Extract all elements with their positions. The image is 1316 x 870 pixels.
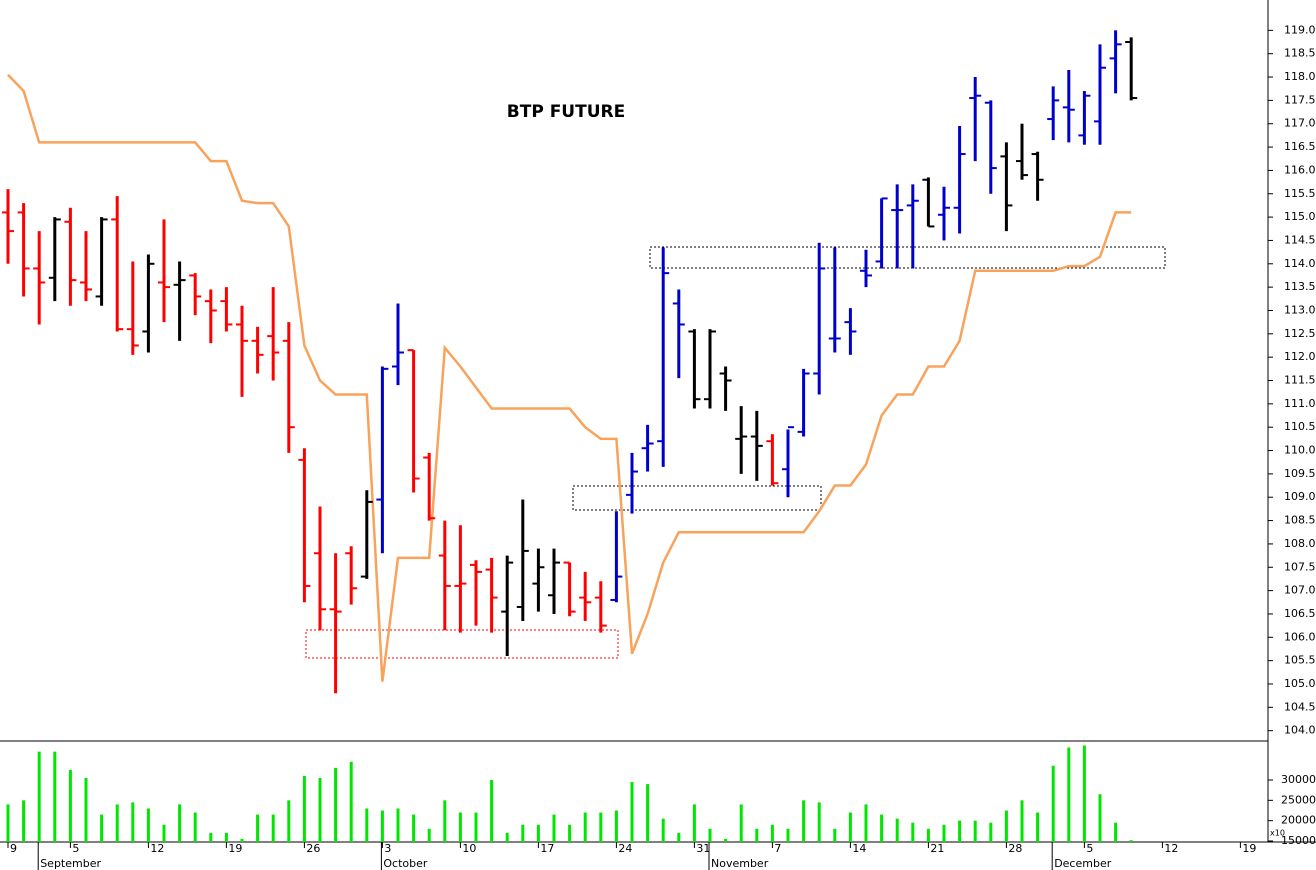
y-tick-label: 106.0 [1284,630,1316,643]
y-tick-label: 114.0 [1284,257,1316,270]
y-tick-label: 105.0 [1284,677,1316,690]
y-tick-label: 113.0 [1284,303,1316,316]
y-tick-label: 109.0 [1284,490,1316,503]
chart-title: BTP FUTURE [507,102,625,122]
x-tick-label: 5 [72,842,79,855]
y-tick-label: 116.5 [1284,140,1316,153]
x-tick-label: 10 [462,842,476,855]
gap-box [572,485,822,511]
y-tick-label: 111.0 [1284,397,1316,410]
x-tick-label: 17 [540,842,554,855]
y-tick-label: 104.0 [1284,724,1316,737]
y-tick-label: 118.0 [1284,70,1316,83]
x-tick-label: 7 [774,842,781,855]
x-tick-label: 19 [1242,842,1256,855]
y-tick-label: 119.0 [1284,23,1316,36]
x-tick-label: 19 [228,842,242,855]
y-tick-label: 25000 [1281,793,1316,806]
y-tick-label: 111.5 [1284,374,1316,387]
y-tick-label: 113.5 [1284,280,1316,293]
x-tick-label: 3 [384,842,391,855]
y-tick-label: 108.0 [1284,537,1316,550]
x-tick-label: 21 [930,842,944,855]
y-tick-label: 106.5 [1284,607,1316,620]
y-tick-label: 107.5 [1284,560,1316,573]
y-tick-label: 20000 [1281,814,1316,827]
month-label: December [1054,857,1112,870]
x-tick-label: 14 [852,842,866,855]
y-tick-label: 110.5 [1284,420,1316,433]
month-label: October [383,857,427,870]
x-tick-label: 12 [150,842,164,855]
x-tick-label: 26 [306,842,320,855]
y-tick-label: 110.0 [1284,444,1316,457]
y-tick-label: 105.5 [1284,654,1316,667]
x-tick-label: 9 [10,842,17,855]
volume-multiplier: x10 [1270,829,1285,838]
y-tick-label: 109.5 [1284,467,1316,480]
resistance-box [649,246,1166,269]
y-tick-label: 117.0 [1284,117,1316,130]
month-label: November [711,857,769,870]
y-tick-label: 114.5 [1284,233,1316,246]
y-tick-label: 118.5 [1284,47,1316,60]
stop-line [7,73,1132,682]
support-box [305,629,619,659]
y-tick-label: 117.5 [1284,93,1316,106]
x-tick-label: 24 [618,842,632,855]
month-label: September [40,857,101,870]
x-tick-label: 5 [1086,842,1093,855]
y-tick-label: 115.0 [1284,210,1316,223]
y-tick-label: 15000 [1281,834,1316,847]
y-tick-label: 112.5 [1284,327,1316,340]
x-tick-label: 31 [696,842,710,855]
x-tick-label: 28 [1008,842,1022,855]
y-tick-label: 104.5 [1284,700,1316,713]
y-tick-label: 115.5 [1284,187,1316,200]
y-tick-label: 116.0 [1284,163,1316,176]
x-tick-label: 12 [1164,842,1178,855]
y-tick-label: 108.5 [1284,514,1316,527]
y-tick-label: 112.0 [1284,350,1316,363]
y-tick-label: 30000 [1281,773,1316,786]
y-tick-label: 107.0 [1284,584,1316,597]
